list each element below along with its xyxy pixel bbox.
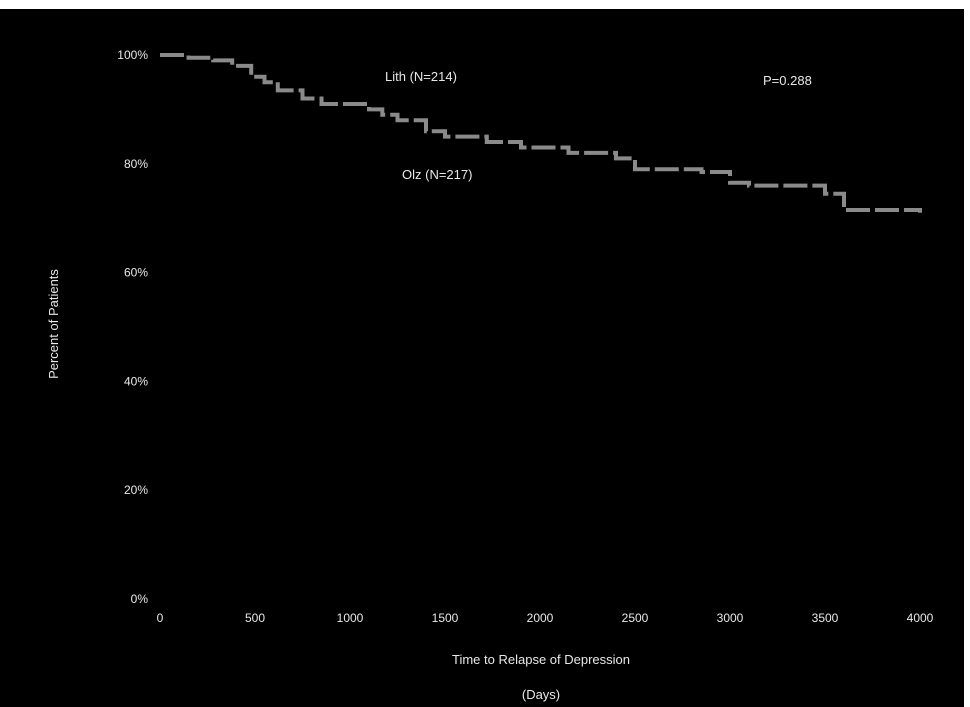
x-axis-label: Time to Relapse of Depression: [452, 652, 630, 667]
survival-curve-line: [160, 53, 922, 213]
x-tick-label: 2500: [622, 611, 649, 625]
x-axis-ticks: 0 500 1000 1500 2000 2500 3000 3500 4000: [157, 611, 934, 625]
y-tick-label: 80%: [124, 157, 148, 171]
series-layer: [160, 53, 922, 213]
p-value-annotation: P=0.288: [763, 73, 812, 88]
x-tick-label: 2000: [527, 611, 554, 625]
x-tick-label: 0: [157, 611, 164, 625]
x-tick-label: 3500: [812, 611, 839, 625]
y-axis-ticks: 0% 20% 40% 60% 80% 100%: [117, 48, 148, 606]
y-tick-label: 100%: [117, 48, 148, 62]
x-tick-label: 1000: [337, 611, 364, 625]
olz-series-annotation: Olz (N=217): [402, 167, 472, 182]
y-axis-label: Percent of Patients: [46, 269, 61, 379]
x-tick-label: 1500: [432, 611, 459, 625]
y-tick-label: 0%: [131, 592, 149, 606]
lith-series-annotation: Lith (N=214): [385, 69, 457, 84]
x-tick-label: 500: [245, 611, 265, 625]
x-tick-label: 4000: [907, 611, 934, 625]
chart-canvas: 0% 20% 40% 60% 80% 100% 0 500 1000 1500 2000 2500 3…: [46, 48, 934, 702]
y-tick-label: 20%: [124, 483, 148, 497]
y-tick-label: 40%: [124, 374, 148, 388]
y-tick-label: 60%: [124, 266, 148, 280]
x-tick-label: 3000: [717, 611, 744, 625]
x-axis-unit-label: (Days): [522, 687, 560, 702]
